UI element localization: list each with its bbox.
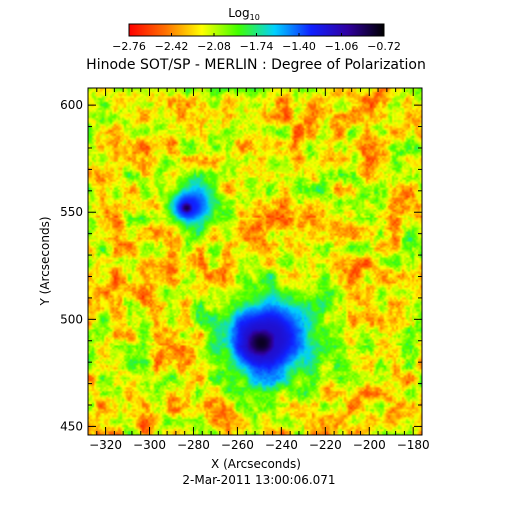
- x-axis-label: X (Arcseconds): [211, 457, 301, 471]
- colorbar-tick-label: −2.08: [197, 40, 231, 53]
- x-tick-label: −220: [309, 438, 342, 452]
- y-tick-label: 500: [60, 312, 83, 326]
- colorbar-tick-label: −2.76: [112, 40, 146, 53]
- colorbar-title: Log10: [228, 6, 260, 22]
- x-tick-label: −280: [177, 438, 210, 452]
- colorbar-tick-label: −1.74: [240, 40, 274, 53]
- x-tick-label: −240: [265, 438, 298, 452]
- y-tick-label: 600: [60, 98, 83, 112]
- colorbar-tick-label: −0.72: [367, 40, 401, 53]
- y-axis-label: Y (Arcseconds): [38, 216, 52, 306]
- colorbar-tick-label: −1.40: [282, 40, 316, 53]
- colorbar-tick-label: −2.42: [155, 40, 189, 53]
- colorbar-tick-label: −1.06: [325, 40, 359, 53]
- x-tick-label: −200: [353, 438, 386, 452]
- axes: −320 −300 −280 −260 −240 −220 −200 −180 450 500 55…: [60, 88, 430, 452]
- y-tick-label: 450: [60, 419, 83, 433]
- y-tick-label: 550: [60, 205, 83, 219]
- x-tick-label: −320: [89, 438, 122, 452]
- x-tick-label: −300: [133, 438, 166, 452]
- colorbar: Log10 −2.76 −2.42 −2.08 −1.74 −1.40 −1.06 −0.7…: [112, 6, 401, 53]
- x-tick-label: −180: [397, 438, 430, 452]
- heatmap-image: [87, 87, 423, 436]
- chart-title: Hinode SOT/SP - MERLIN : Degree of Polar…: [86, 57, 426, 73]
- x-tick-label: −260: [221, 438, 254, 452]
- colorbar-ticks: −2.76 −2.42 −2.08 −1.74 −1.40 −1.06 −0.72: [112, 33, 401, 53]
- date-footer: 2-Mar-2011 13:00:06.071: [182, 473, 335, 487]
